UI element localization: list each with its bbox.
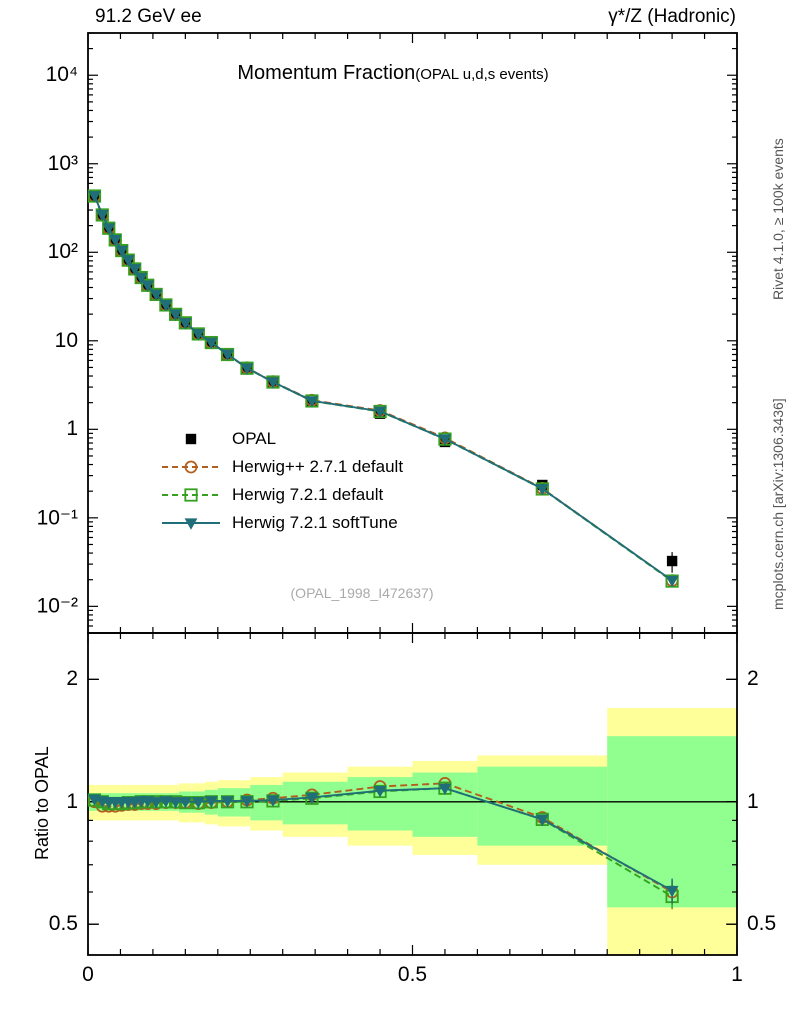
main-ytick-label-6: 10⁻² [36, 594, 78, 618]
data-point [121, 255, 135, 267]
data-point [102, 223, 116, 235]
data-point [141, 280, 155, 292]
legend-item-0[interactable]: OPAL [160, 425, 403, 453]
data-point [438, 434, 452, 446]
legend-marker-icon [160, 429, 222, 449]
data-point [535, 484, 549, 496]
ratio-ytick-label-left-2: 0.5 [48, 912, 78, 936]
data-point [169, 309, 183, 321]
header-process-label: γ*/Z (Hadronic) [608, 6, 736, 27]
data-point [178, 318, 192, 330]
main-panel-frame [87, 32, 738, 634]
series-herwig721-soft-ratio [88, 783, 679, 904]
main-ytick-label-2: 10² [47, 240, 78, 264]
legend-item-3[interactable]: Herwig 7.2.1 softTune [160, 509, 403, 537]
legend-symbol [185, 433, 197, 445]
main-ytick-label-4: 1 [66, 417, 78, 441]
legend-marker-icon [160, 513, 222, 533]
legend: OPAL Herwig++ 2.7.1 default Herwig 7.2.1 d… [160, 425, 403, 537]
data-point [204, 796, 218, 808]
ratio-ytick-label-right-2: 0.5 [747, 912, 777, 936]
legend-marker-icon [160, 457, 222, 477]
data-point [134, 272, 148, 285]
data-point [266, 795, 280, 807]
page-title: Momentum Fraction(OPAL u,d,s events) [237, 62, 548, 85]
data-point [128, 264, 142, 276]
data-point [240, 796, 254, 808]
data-point [221, 796, 234, 808]
legend-symbol [184, 460, 198, 474]
ratio-ytick-label-left-1: 1 [66, 789, 78, 813]
band-inner-segment [282, 781, 348, 825]
data-point [88, 191, 101, 203]
series-herwig721-soft-main [88, 191, 679, 588]
main-ytick-label-0: 10⁴ [45, 63, 78, 87]
data-point [191, 797, 205, 809]
data-point [108, 235, 122, 247]
legend-item-2[interactable]: Herwig 7.2.1 default [160, 481, 403, 509]
data-point [305, 396, 319, 408]
legend-label: Herwig++ 2.7.1 default [232, 457, 404, 476]
data-point [305, 792, 319, 805]
legend-marker-icon [160, 485, 222, 505]
ratio-ytick-label-right-0: 2 [747, 667, 759, 691]
legend-label: Herwig 7.2.1 softTune [232, 513, 398, 532]
main-ytick-label-1: 10³ [47, 151, 78, 175]
data-point [266, 377, 280, 389]
data-point [665, 575, 679, 588]
legend-label: Herwig 7.2.1 default [232, 485, 384, 504]
data-point [240, 363, 254, 375]
ratio-uncertainty-bands [88, 708, 737, 955]
ratio-ytick-label-right-1: 1 [747, 789, 759, 813]
data-point [665, 885, 679, 898]
analysis-id-watermark: (OPAL_1998_I472637) [290, 585, 434, 601]
legend-label: OPAL [232, 429, 277, 448]
legend-symbol [184, 488, 198, 502]
data-point [221, 349, 234, 362]
ratio-ytick-label-left-0: 2 [66, 667, 78, 691]
data-point [535, 814, 549, 827]
legend-symbol [184, 518, 198, 530]
page-title-main: Momentum Fraction [237, 62, 416, 84]
data-point [178, 797, 192, 809]
legend-item-1[interactable]: Herwig++ 2.7.1 default [160, 453, 403, 481]
data-point [373, 406, 387, 419]
xtick-label-0: 0 [82, 963, 94, 986]
xtick-label-2: 1 [731, 963, 743, 986]
data-point [438, 783, 452, 795]
data-point [191, 329, 205, 341]
page-title-sub: (OPAL u,d,s events) [415, 66, 549, 83]
data-point [204, 337, 218, 350]
header-beam-label: 91.2 GeV ee [95, 6, 202, 27]
data-point [373, 786, 387, 798]
main-ytick-label-5: 10⁻¹ [36, 506, 78, 530]
xtick-label-1: 0.5 [397, 963, 428, 986]
data-point [95, 210, 109, 222]
band-inner-segment [477, 766, 608, 846]
data-point [159, 796, 173, 808]
data-point [159, 300, 173, 312]
data-point [169, 797, 183, 809]
data-point [149, 289, 163, 302]
data-point [149, 797, 163, 809]
data-point [115, 245, 129, 258]
data-point [666, 555, 678, 567]
main-ytick-label-3: 10 [54, 328, 78, 352]
